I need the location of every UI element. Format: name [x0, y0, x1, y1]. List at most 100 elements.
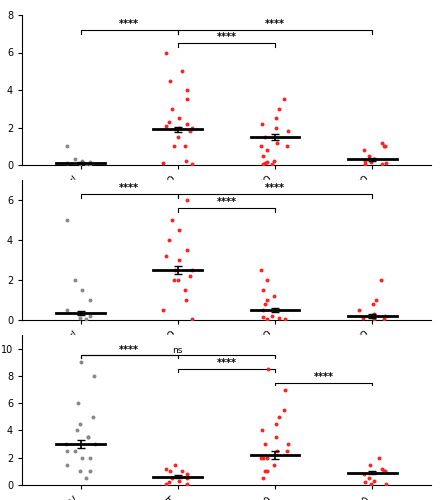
Point: [64, 216, 71, 224]
Point: [90, 413, 97, 421]
Point: [281, 386, 289, 394]
Point: [64, 142, 71, 150]
Point: [271, 157, 278, 165]
Point: [370, 315, 377, 323]
Point: [261, 468, 268, 475]
Point: [176, 226, 183, 234]
Point: [370, 477, 377, 485]
Point: [264, 365, 271, 373]
Point: [381, 468, 388, 475]
Point: [163, 252, 170, 260]
Point: [273, 124, 280, 132]
Point: [263, 468, 270, 475]
Point: [184, 86, 191, 94]
Point: [166, 236, 173, 244]
Point: [263, 315, 270, 323]
Point: [271, 460, 278, 468]
Point: [381, 312, 388, 320]
Point: [182, 296, 189, 304]
Text: ****: ****: [119, 183, 139, 193]
Point: [365, 152, 373, 160]
Point: [261, 159, 268, 167]
Point: [365, 474, 373, 482]
Point: [79, 454, 86, 462]
Y-axis label: p-TBK1 puncta/cell: p-TBK1 puncta/cell: [0, 204, 1, 296]
Point: [370, 156, 377, 164]
Point: [373, 296, 380, 304]
Point: [163, 48, 170, 56]
Point: [273, 434, 280, 442]
Point: [375, 454, 382, 462]
Point: [79, 286, 86, 294]
Point: [87, 160, 94, 168]
Point: [183, 196, 190, 204]
Point: [71, 156, 78, 164]
Point: [262, 133, 269, 141]
Y-axis label: AZI2 puncta/cell: AZI2 puncta/cell: [0, 50, 1, 130]
Point: [271, 292, 278, 300]
Point: [183, 474, 190, 482]
Point: [187, 127, 194, 135]
Point: [276, 314, 283, 322]
Point: [257, 142, 264, 150]
Point: [262, 440, 269, 448]
Point: [360, 470, 367, 478]
Point: [86, 158, 93, 166]
Point: [71, 276, 78, 284]
Point: [77, 468, 84, 475]
Point: [382, 480, 389, 488]
Point: [379, 138, 386, 146]
Point: [382, 159, 389, 167]
Point: [269, 160, 276, 168]
Point: [258, 120, 265, 128]
Text: ****: ****: [119, 19, 139, 29]
Point: [359, 314, 366, 322]
Point: [381, 468, 388, 475]
Point: [272, 114, 279, 122]
Point: [166, 468, 173, 475]
Point: [77, 314, 84, 322]
Point: [281, 315, 288, 323]
Point: [182, 157, 189, 165]
Point: [264, 454, 271, 462]
Point: [82, 315, 89, 323]
Point: [379, 464, 386, 472]
Point: [263, 296, 270, 304]
Point: [189, 315, 196, 323]
Point: [77, 160, 84, 168]
Point: [369, 300, 377, 308]
Point: [259, 286, 266, 294]
Point: [379, 160, 386, 168]
Point: [63, 460, 71, 468]
Point: [273, 138, 280, 146]
Point: [63, 159, 71, 167]
Text: ****: ****: [314, 372, 334, 382]
Text: ****: ****: [216, 32, 237, 42]
Point: [361, 160, 369, 168]
Point: [91, 440, 99, 448]
Text: ns: ns: [173, 346, 183, 355]
Point: [183, 96, 190, 104]
Point: [183, 120, 190, 128]
Point: [166, 478, 173, 486]
Point: [264, 146, 271, 154]
Point: [87, 468, 94, 475]
Point: [64, 447, 71, 455]
Point: [283, 447, 290, 455]
Point: [368, 480, 375, 488]
Point: [183, 480, 190, 488]
Point: [63, 306, 71, 314]
Point: [176, 477, 183, 485]
Point: [178, 67, 186, 75]
Point: [168, 474, 175, 482]
Point: [175, 256, 182, 264]
Point: [259, 454, 266, 462]
Point: [170, 276, 178, 284]
Point: [182, 142, 189, 150]
Point: [175, 124, 182, 132]
Point: [171, 266, 178, 274]
Point: [79, 157, 86, 165]
Point: [261, 300, 268, 308]
Point: [78, 358, 85, 366]
Point: [187, 272, 194, 280]
